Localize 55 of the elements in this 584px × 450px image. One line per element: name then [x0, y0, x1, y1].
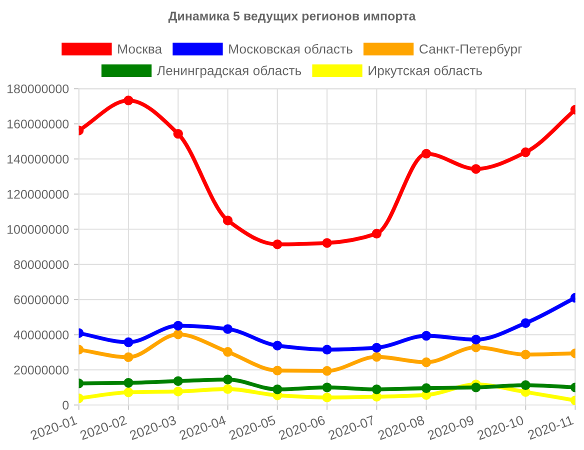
point [372, 342, 382, 353]
point [124, 352, 134, 362]
point [272, 366, 282, 376]
y-tick-label: 20000000 [14, 366, 69, 374]
point [322, 238, 332, 248]
point [372, 228, 382, 239]
chart-title: Динамика 5 ведущих регионов импорта [168, 12, 416, 23]
point [272, 240, 282, 250]
point [322, 366, 332, 376]
y-tick-label: 60000000 [14, 295, 69, 304]
point [124, 387, 134, 398]
point [471, 334, 481, 344]
point [520, 380, 530, 390]
y-tick-label: 140000000 [8, 154, 69, 164]
point [173, 376, 183, 386]
point [222, 374, 233, 384]
point [520, 318, 530, 328]
point [124, 96, 134, 106]
point [124, 337, 134, 348]
y-tick-label: 180000000 [8, 84, 69, 94]
point [520, 147, 530, 158]
y-tick-label: 0 [62, 400, 69, 410]
point [372, 384, 382, 394]
point [421, 357, 432, 368]
legend-label: Санкт-Петербург [420, 44, 522, 56]
point [173, 128, 183, 139]
point [372, 352, 382, 362]
point [272, 340, 282, 350]
point [124, 378, 134, 388]
point [520, 350, 530, 360]
point [421, 330, 432, 341]
point [173, 386, 183, 396]
y-tick-label: 40000000 [14, 330, 69, 340]
point [222, 347, 233, 357]
y-tick-label: 120000000 [8, 190, 69, 199]
y-tick-label: 100000000 [8, 225, 69, 234]
point [471, 164, 481, 174]
point [222, 384, 233, 394]
point [322, 382, 332, 392]
point [173, 329, 183, 340]
legend-label: Иркутская область [368, 65, 482, 78]
point [471, 382, 481, 392]
y-tick-label: 80000000 [14, 260, 69, 270]
point [421, 148, 432, 159]
point [173, 320, 183, 331]
point [222, 216, 233, 226]
point [222, 324, 233, 334]
y-tick-label: 160000000 [8, 120, 69, 128]
legend-label: Москва [118, 44, 162, 54]
point [322, 392, 332, 402]
point [322, 344, 332, 354]
point [272, 384, 282, 394]
legend-label: Московская область [229, 44, 352, 54]
point [421, 383, 432, 393]
legend-label: Ленинградская область [156, 65, 302, 78]
